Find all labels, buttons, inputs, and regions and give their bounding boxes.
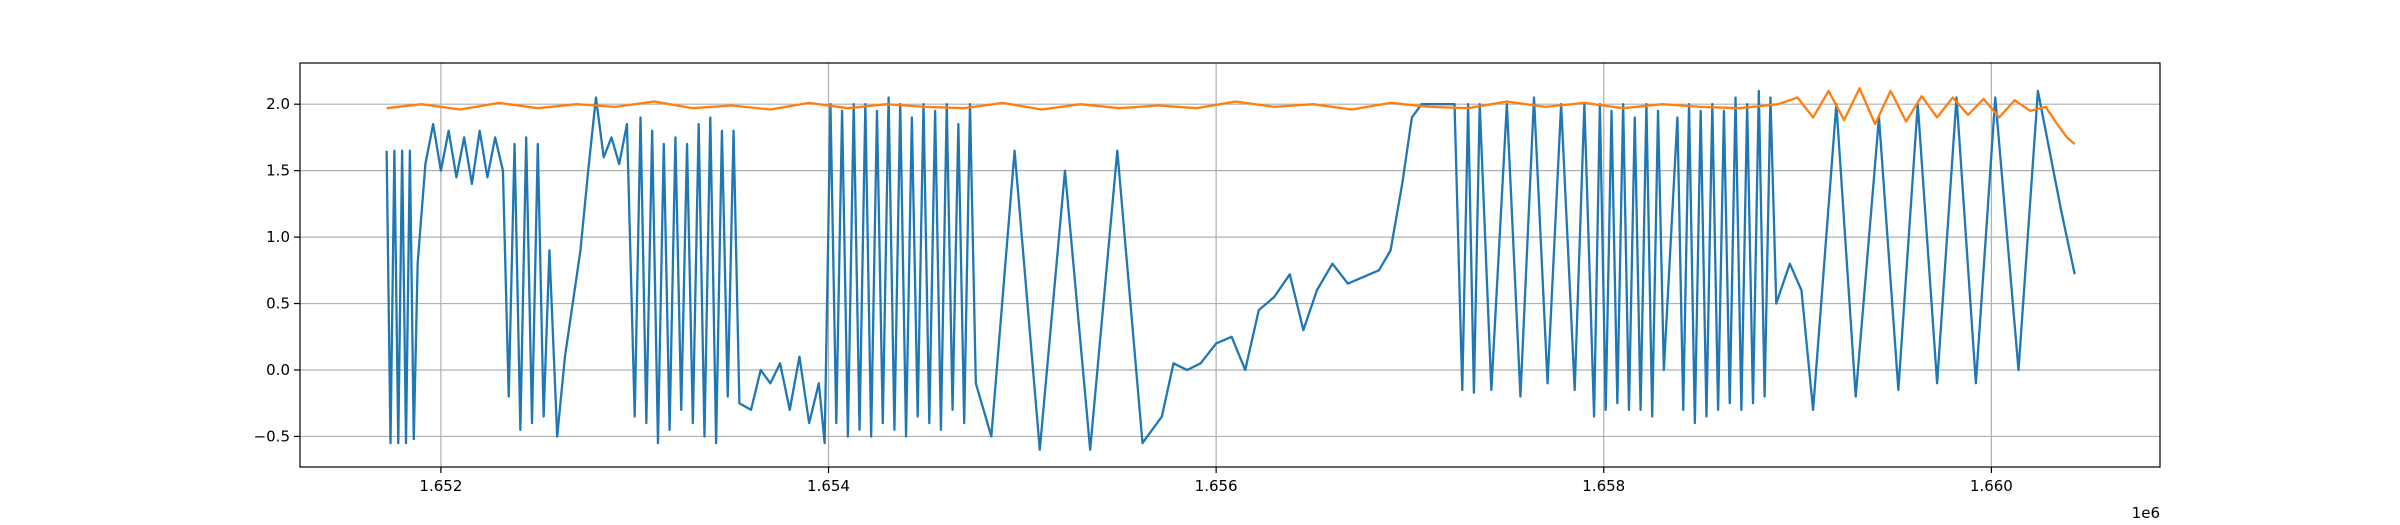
y-tick-label: 0.0 (266, 361, 290, 379)
axes-frame (299, 62, 2161, 468)
x-tick-label: 1.658 (1582, 477, 1625, 495)
plot-area (385, 87, 2076, 451)
series-line (386, 87, 2076, 145)
y-tick-label: 2.0 (266, 95, 290, 113)
x-offset-label: 1e6 (2132, 504, 2160, 522)
y-tick-label: 0.5 (266, 295, 290, 313)
y-tick-label: 1.0 (266, 228, 290, 246)
ticks: 1.652 1.654 1.656 1.658 1.660 −0.5 0.0 0.5 1.0 1.… (254, 95, 2013, 495)
x-tick-label: 1.652 (419, 477, 462, 495)
series-line (385, 89, 2076, 451)
x-tick-label: 1.654 (807, 477, 850, 495)
y-tick-label: −0.5 (254, 427, 290, 445)
x-tick-label: 1.660 (1970, 477, 2013, 495)
grid (300, 63, 2160, 467)
y-tick-label: 1.5 (266, 162, 290, 180)
x-tick-label: 1.656 (1195, 477, 1238, 495)
